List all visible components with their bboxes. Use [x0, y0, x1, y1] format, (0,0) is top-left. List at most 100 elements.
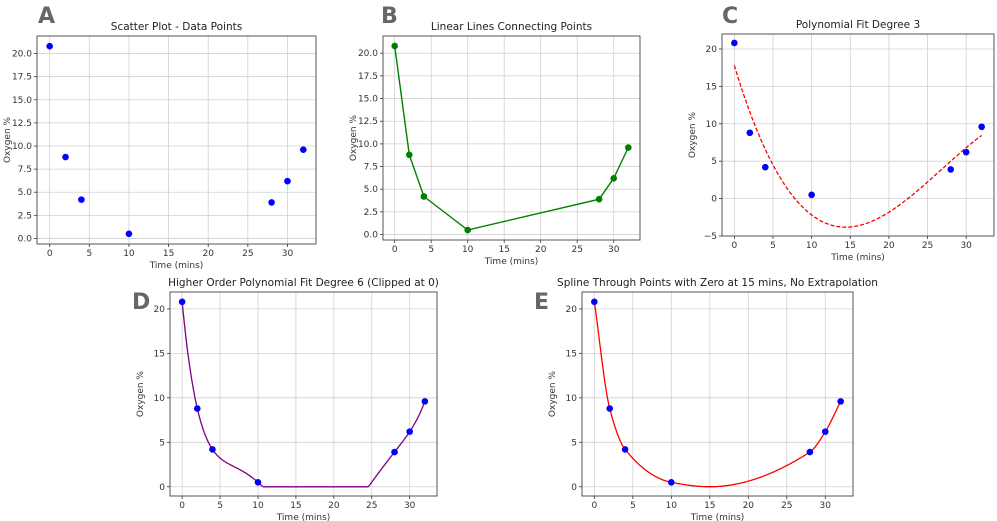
y-tick-label: 0 [159, 483, 165, 493]
data-point [595, 195, 603, 203]
data-point [808, 191, 815, 199]
panel-label: E [534, 290, 549, 315]
data-point [209, 446, 216, 453]
y-tick-label: 0 [711, 195, 717, 205]
x-tick-label: 20 [535, 245, 547, 255]
data-point [821, 428, 829, 435]
x-tick-label: 10 [123, 249, 135, 259]
y-tick-label: 20 [706, 45, 718, 55]
y-tick-label: 15.0 [358, 95, 378, 105]
y-tick-label: 20.0 [12, 50, 32, 60]
x-axis-label: Time (mins) [690, 513, 745, 521]
x-tick-label: 0 [591, 501, 597, 511]
data-point [125, 230, 133, 238]
x-tick-label: 0 [179, 501, 185, 511]
y-tick-label: 10 [706, 120, 718, 130]
x-axis-label: Time (mins) [484, 257, 539, 267]
x-tick-label: 20 [883, 241, 895, 251]
data-point [761, 163, 769, 171]
y-tick-label: 10.0 [12, 142, 32, 152]
subplot-d: D Higher Order Polynomial Fit Degree 6 (C… [132, 277, 439, 521]
y-axis-label: Oxygen % [3, 117, 13, 164]
chart-title: Spline Through Points with Zero at 15 mi… [557, 277, 878, 289]
y-tick-label: 17.5 [358, 72, 378, 82]
panel-label: C [722, 4, 738, 29]
x-tick-label: 30 [282, 249, 294, 259]
x-tick-label: 25 [242, 249, 253, 259]
data-point [406, 428, 413, 435]
x-tick-label: 20 [328, 501, 340, 511]
y-tick-label: 12.5 [12, 119, 32, 129]
subplot-b: B Linear Lines Connecting Points 0 5 10 15 20 2… [349, 4, 641, 267]
axes-frame [382, 35, 641, 241]
x-tick-label: 30 [820, 501, 832, 511]
y-tick-label: 7.5 [364, 163, 378, 173]
fit-curve [733, 65, 983, 228]
data-point [391, 448, 398, 456]
data-point [625, 144, 632, 151]
panel-label: B [381, 4, 398, 29]
x-tick-label: 20 [202, 249, 214, 259]
x-tick-label: 5 [428, 245, 434, 255]
y-tick-label: 0 [571, 483, 577, 493]
y-tick-label: 20 [566, 305, 578, 315]
x-tick-label: 0 [47, 249, 53, 259]
x-tick-label: 15 [290, 501, 301, 511]
x-tick-label: 15 [163, 249, 174, 259]
chart-title: Polynomial Fit Degree 3 [796, 19, 920, 31]
data-point [746, 129, 754, 137]
x-tick-label: 5 [630, 501, 636, 511]
subplot-c: C Polynomial Fit Degree 3 0 5 10 15 20 25 30 −5 0 5… [688, 4, 995, 263]
data-point [254, 479, 262, 486]
y-tick-label: 15 [706, 82, 717, 92]
y-tick-label: 10.0 [358, 140, 378, 150]
x-tick-label: 15 [498, 245, 509, 255]
data-point [178, 298, 186, 306]
chart-title: Scatter Plot - Data Points [111, 21, 242, 33]
data-point [464, 226, 471, 234]
x-tick-label: 30 [960, 241, 972, 251]
data-point [62, 153, 69, 161]
y-tick-label: 10 [154, 394, 166, 404]
data-point [668, 479, 675, 486]
x-tick-label: 0 [392, 245, 398, 255]
y-tick-label: 5 [159, 438, 165, 448]
data-point [268, 199, 275, 206]
y-tick-label: 10 [566, 394, 578, 404]
y-tick-label: 0.0 [18, 234, 33, 244]
y-tick-label: 17.5 [12, 73, 32, 83]
y-tick-label: 0.0 [364, 231, 379, 241]
x-tick-label: 10 [806, 241, 818, 251]
y-tick-label: 2.5 [364, 208, 378, 218]
y-axis-label: Oxygen % [548, 371, 558, 418]
x-tick-label: 20 [743, 501, 755, 511]
data-point [391, 42, 398, 50]
y-tick-label: 5 [571, 438, 577, 448]
y-tick-label: 15 [154, 349, 165, 359]
chart-title: Higher Order Polynomial Fit Degree 6 (Cl… [168, 277, 439, 289]
x-tick-label: 0 [731, 241, 737, 251]
y-tick-label: 5.0 [364, 185, 379, 195]
data-point [78, 196, 85, 203]
y-tick-label: −5 [704, 232, 717, 242]
axes-frame [581, 291, 854, 497]
x-tick-label: 5 [770, 241, 776, 251]
data-point [806, 448, 814, 456]
x-tick-label: 5 [86, 249, 92, 259]
data-point [591, 298, 598, 306]
y-axis-label: Oxygen % [688, 112, 698, 159]
fit-curve [181, 301, 426, 488]
fit-curve [593, 301, 842, 488]
data-point [978, 123, 985, 131]
data-point [194, 405, 201, 412]
x-tick-label: 25 [781, 501, 792, 511]
data-point [621, 446, 629, 453]
x-tick-label: 30 [608, 245, 620, 255]
x-axis-label: Time (mins) [830, 253, 885, 263]
y-axis-label: Oxygen % [349, 115, 359, 162]
data-point [284, 177, 291, 185]
data-point [837, 398, 844, 405]
panel-label: D [132, 290, 150, 315]
series-line [394, 45, 629, 231]
